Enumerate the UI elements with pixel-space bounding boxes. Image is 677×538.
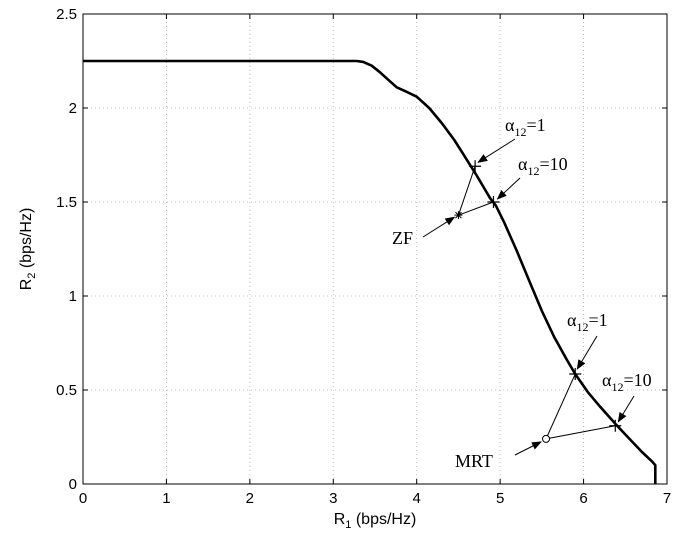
- plus-marker: [487, 196, 500, 208]
- x-tick-label: 4: [413, 490, 421, 507]
- circle-marker: [542, 434, 551, 443]
- x-tick-label: 0: [79, 490, 87, 507]
- annotation-arrow: [496, 177, 521, 200]
- annotation-arrow: [576, 335, 598, 370]
- annotation-arrow: [422, 216, 456, 238]
- annotation-arrow: [617, 395, 635, 423]
- annotation-value: =10: [539, 154, 567, 174]
- annotation-value: =10: [623, 370, 651, 390]
- x-axis-title: R1 (bps/Hz): [334, 511, 417, 531]
- tick-labels: 0 1 2 3 4 5 6 700.511.522.5: [56, 6, 671, 507]
- connector-lines: [457, 166, 616, 440]
- annotation-subscript: 12: [576, 320, 588, 334]
- y-tick-label: 1.5: [56, 194, 77, 211]
- annotation-subscript: 12: [527, 164, 539, 178]
- connector-line: [545, 425, 616, 440]
- annotation-label: α12=1: [567, 310, 608, 334]
- plus-marker: [569, 368, 582, 381]
- annotation-label: α12=10: [518, 154, 568, 178]
- annotation-label: α12=1: [505, 115, 546, 139]
- plus-marker: [609, 419, 622, 432]
- annotation-arrow: [514, 441, 542, 456]
- x-axis-title-sub: 1: [345, 519, 351, 531]
- x-tick-label: 2: [246, 490, 254, 507]
- annotation-value: =1: [588, 310, 607, 330]
- x-axis-title-main: R: [334, 511, 346, 528]
- annotation-label: α12=10: [602, 370, 652, 394]
- x-tick-label: 6: [579, 490, 587, 507]
- x-tick-label: 7: [663, 490, 671, 507]
- rate-region-curve: [83, 59, 657, 484]
- x-axis-title-unit: (bps/Hz): [351, 511, 416, 528]
- star-marker: [454, 211, 463, 220]
- plot-frame: [82, 13, 668, 485]
- grid: [83, 14, 667, 484]
- annotation-alpha: α: [602, 370, 612, 390]
- y-tick-label: 2.5: [56, 6, 77, 23]
- y-tick-label: 2: [69, 100, 77, 117]
- annotation-subscript: 12: [611, 380, 623, 394]
- y-axis-title-sub: 2: [26, 273, 38, 279]
- plus-marker: [469, 160, 482, 173]
- connector-line: [545, 373, 576, 440]
- rate-region-curve-group: [83, 59, 657, 484]
- connector-line: [457, 166, 476, 216]
- x-tick-label: 5: [496, 490, 504, 507]
- annotation-label: MRT: [455, 451, 493, 471]
- annotation-label: ZF: [392, 228, 413, 248]
- annotation-subscript: 12: [514, 125, 526, 139]
- y-tick-label: 1: [69, 288, 77, 305]
- connector-line: [458, 201, 494, 216]
- y-tick-label: 0: [69, 476, 77, 493]
- y-tick-label: 0.5: [56, 382, 77, 399]
- annotation-value: =1: [526, 115, 545, 135]
- y-axis-title: R2 (bps/Hz): [18, 208, 38, 291]
- annotation-arrow: [477, 138, 516, 163]
- x-tick-label: 3: [329, 490, 337, 507]
- x-tick-label: 1: [162, 490, 170, 507]
- y-axis-title-unit: (bps/Hz): [18, 208, 35, 273]
- annotation-alpha: α: [567, 310, 577, 330]
- annotation-alpha: α: [505, 115, 515, 135]
- annotation-alpha: α: [518, 154, 528, 174]
- y-axis-title-main: R: [18, 279, 35, 291]
- markers: [454, 160, 622, 443]
